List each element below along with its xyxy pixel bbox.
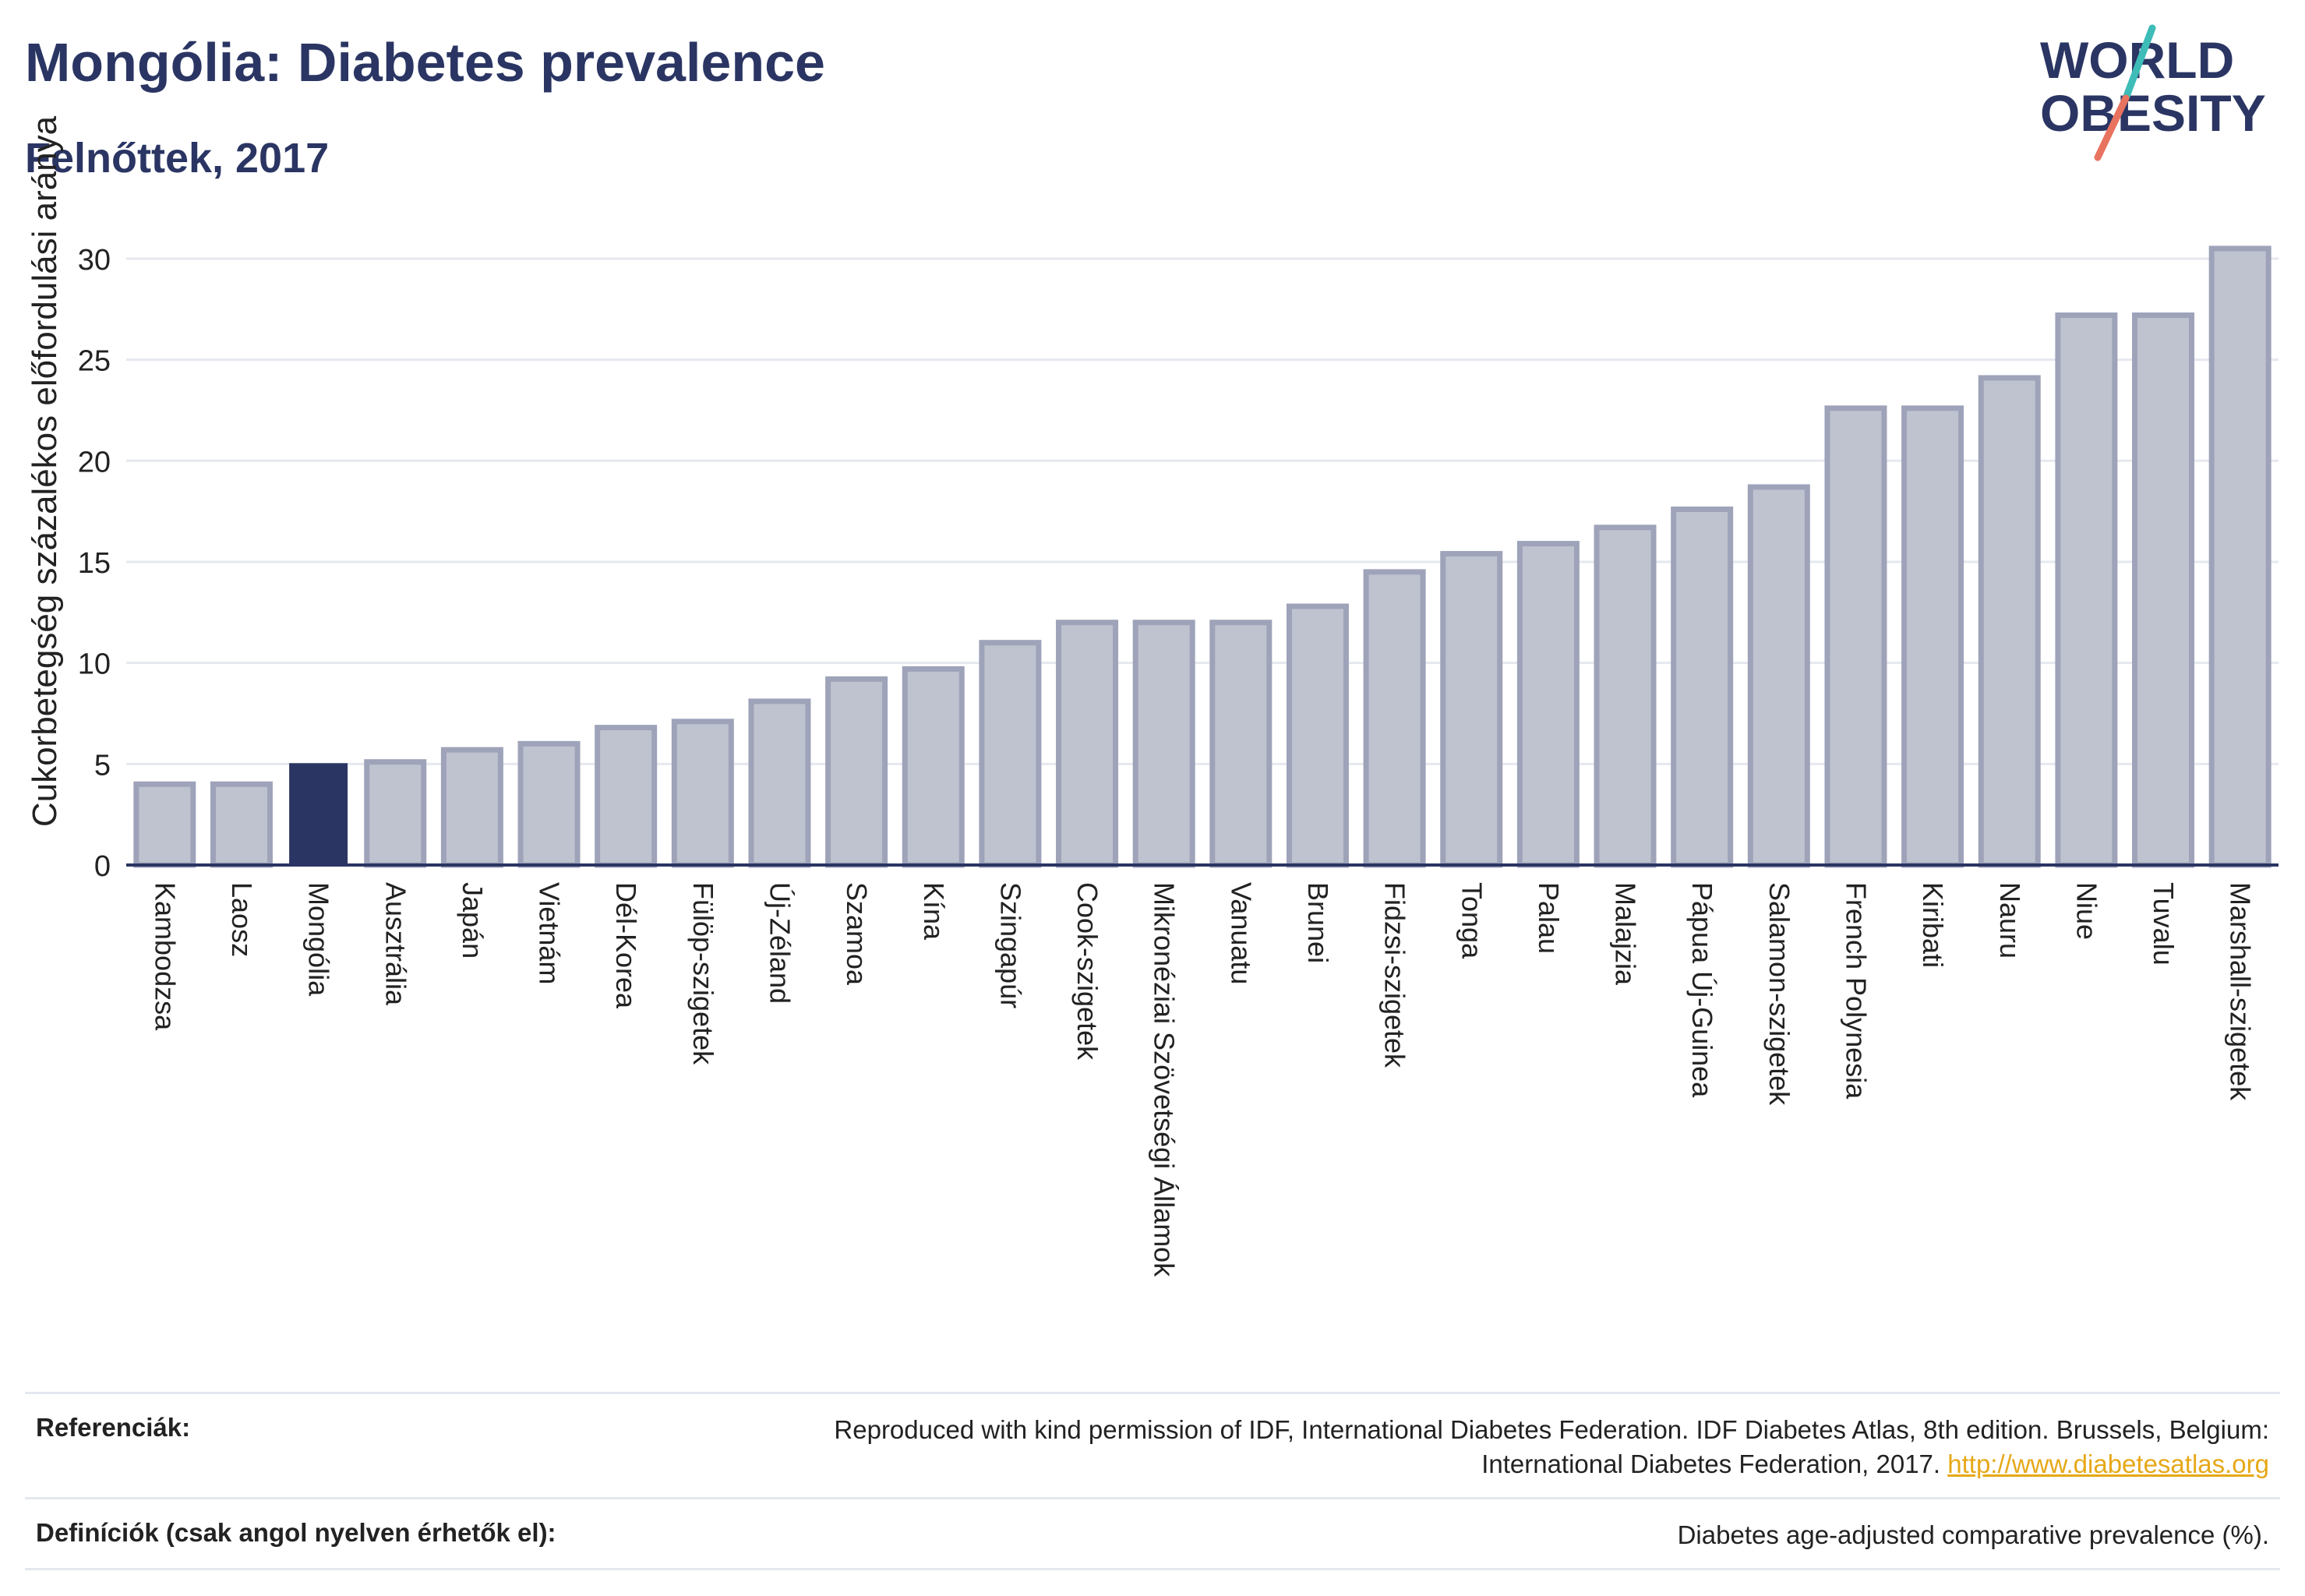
bar xyxy=(1747,484,1810,868)
bar xyxy=(1671,507,1734,868)
bar xyxy=(133,781,196,868)
x-tick-label: Szamoa xyxy=(841,882,873,986)
x-tick-label: Niue xyxy=(2070,882,2102,940)
x-tick-label: Japán xyxy=(457,882,489,959)
logo-slash-coral xyxy=(2094,94,2130,161)
bar xyxy=(1363,569,1426,868)
y-tick-label: 0 xyxy=(94,850,111,883)
x-tick-label: Brunei xyxy=(1302,882,1334,963)
y-tick-label: 15 xyxy=(78,547,111,580)
bar xyxy=(289,763,348,866)
bar xyxy=(364,759,427,868)
page-title: Mongólia: Diabetes prevalence xyxy=(25,32,825,93)
references-row: Referenciák: Reproduced with kind permis… xyxy=(25,1394,2280,1499)
bar xyxy=(595,725,658,868)
logo-slash-teal xyxy=(2122,24,2156,102)
x-tick-label: Cook-szigetek xyxy=(1071,882,1103,1061)
x-tick-label: Ausztrália xyxy=(379,882,411,1006)
x-tick-label: Pápua Új-Guinea xyxy=(1686,882,1718,1098)
x-tick-label: Laosz xyxy=(226,882,258,957)
x-tick-label: Dél-Korea xyxy=(610,882,642,1009)
definitions-label: Definíciók (csak angol nyelven érhetők e… xyxy=(36,1518,556,1547)
x-tick-label: Mikronéziai Szövetségi Államok xyxy=(1149,882,1181,1277)
definitions-row: Definíciók (csak angol nyelven érhetők e… xyxy=(25,1499,2280,1570)
x-tick-label: Kiribati xyxy=(1917,882,1949,968)
x-tick-label: Fülöp-szigetek xyxy=(687,882,719,1065)
diabetes-atlas-link[interactable]: http://www.diabetesatlas.org xyxy=(1947,1449,2269,1478)
bar xyxy=(1209,620,1273,868)
x-tick-label: Palau xyxy=(1533,882,1565,954)
bar xyxy=(210,781,273,868)
x-tick-label: Vietnám xyxy=(534,882,566,984)
logo-text-obesity: OBESITY xyxy=(2040,84,2266,142)
bar xyxy=(440,747,503,868)
bar xyxy=(902,666,965,868)
x-tick-label: Új-Zéland xyxy=(764,882,796,1004)
definitions-text: Diabetes age-adjusted comparative preval… xyxy=(1677,1520,2269,1549)
bar-chart: 0 5 10 15 20 25 30 Cukorbetegség százalékos elő… xyxy=(26,115,2279,1277)
bar xyxy=(1978,375,2041,868)
bar xyxy=(1132,620,1195,868)
bar xyxy=(1516,541,1580,868)
x-tick-label: Nauru xyxy=(1994,882,2026,959)
bar xyxy=(671,719,734,868)
bar xyxy=(1056,620,1119,868)
x-tick-label: Marshall-szigetek xyxy=(2225,882,2257,1101)
bar xyxy=(1824,405,1887,868)
y-axis-title: Cukorbetegség százalékos előfordulási ar… xyxy=(26,115,64,827)
x-tick-label: Salamon-szigetek xyxy=(1763,882,1795,1106)
x-tick-label: French Polynesia xyxy=(1840,882,1872,1100)
bar xyxy=(979,640,1042,868)
bar xyxy=(1901,405,1964,868)
x-tick-label: Kambodzsa xyxy=(149,882,181,1031)
y-tick-label: 10 xyxy=(78,648,111,681)
y-tick-label: 20 xyxy=(78,446,111,478)
bar xyxy=(825,676,888,868)
y-tick-label: 30 xyxy=(78,244,111,277)
bar xyxy=(2208,245,2271,868)
x-tick-label: Malajzia xyxy=(1610,882,1642,986)
x-tick-label: Tonga xyxy=(1456,882,1488,959)
bar xyxy=(1594,524,1657,868)
y-tick-label: 5 xyxy=(94,749,111,782)
bar xyxy=(2132,312,2195,868)
references-text: Reproduced with kind permission of IDF, … xyxy=(711,1413,2269,1481)
bar xyxy=(2055,312,2118,868)
x-tick-label: Kína xyxy=(918,882,950,941)
page-subtitle: Felnőttek, 2017 xyxy=(25,135,330,182)
x-tick-label: Tuvalu xyxy=(2148,882,2180,966)
bar xyxy=(517,740,581,868)
y-tick-label: 25 xyxy=(78,345,111,378)
references-citation: Reproduced with kind permission of IDF, … xyxy=(834,1415,2269,1478)
x-tick-label: Fidzsi-szigetek xyxy=(1379,882,1411,1068)
bar xyxy=(1440,551,1503,868)
bar xyxy=(748,698,811,868)
x-tick-label: Szingapúr xyxy=(994,882,1026,1008)
references-table: Referenciák: Reproduced with kind permis… xyxy=(25,1392,2280,1570)
x-tick-label: Vanuatu xyxy=(1225,882,1257,984)
x-tick-label: Mongólia xyxy=(303,882,335,997)
bar xyxy=(1286,603,1349,868)
references-label: Referenciák: xyxy=(36,1413,191,1442)
world-obesity-logo: WORLD OBESITY xyxy=(2040,24,2266,161)
